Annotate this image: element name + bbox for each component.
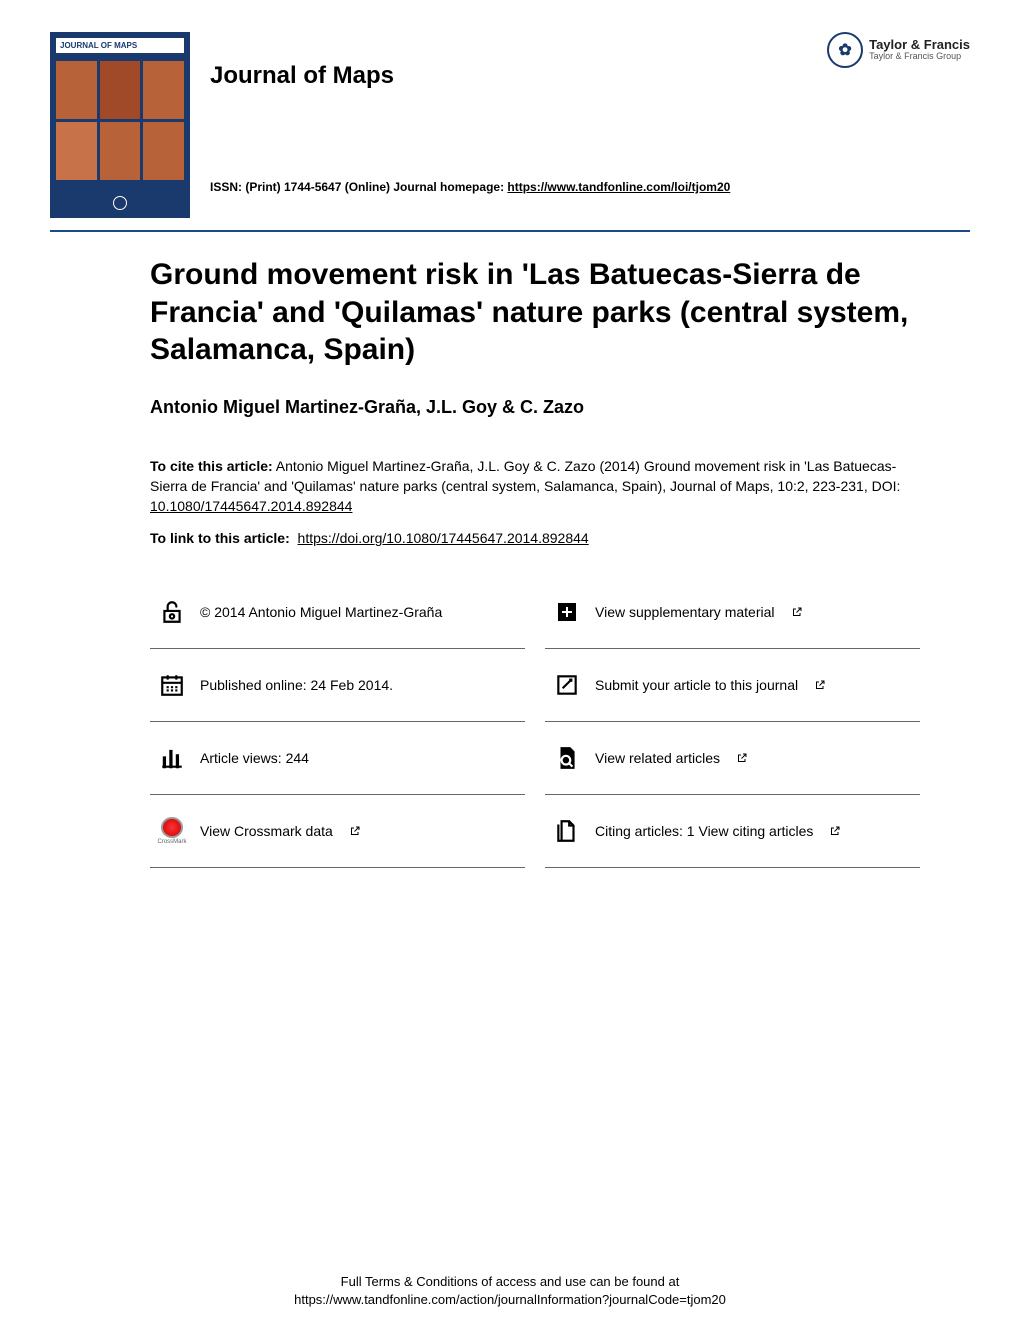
taylor-francis-icon: ✿ xyxy=(827,32,863,68)
external-link-icon xyxy=(829,825,841,837)
footer-line1: Full Terms & Conditions of access and us… xyxy=(0,1273,1020,1291)
article-authors: Antonio Miguel Martinez-Graña, J.L. Goy … xyxy=(150,397,920,418)
citing-text: Citing articles: 1 View citing articles xyxy=(595,823,813,839)
issn-line: ISSN: (Print) 1744-5647 (Online) Journal… xyxy=(210,180,970,194)
cover-tile-grid xyxy=(56,57,184,194)
external-link-icon xyxy=(349,825,361,837)
copyright-text: © 2014 Antonio Miguel Martinez-Graña xyxy=(200,604,442,620)
copyright-cell: © 2014 Antonio Miguel Martinez-Graña xyxy=(150,576,525,649)
doi-link[interactable]: 10.1080/17445647.2014.892844 xyxy=(150,498,352,514)
link-label: To link to this article: xyxy=(150,530,290,546)
supplementary-cell[interactable]: View supplementary material xyxy=(545,576,920,649)
cover-logo-text: JOURNAL OF MAPS xyxy=(56,38,184,53)
submit-icon xyxy=(553,671,581,699)
supplementary-text: View supplementary material xyxy=(595,604,775,620)
metadata-grid: © 2014 Antonio Miguel Martinez-Graña Vie… xyxy=(150,576,920,868)
crossmark-icon: CrossMark xyxy=(158,817,186,845)
citation-block: To cite this article: Antonio Miguel Mar… xyxy=(150,456,920,517)
citing-cell[interactable]: Citing articles: 1 View citing articles xyxy=(545,795,920,868)
cite-label: To cite this article: xyxy=(150,458,273,474)
submit-cell[interactable]: Submit your article to this journal xyxy=(545,649,920,722)
open-access-icon xyxy=(158,598,186,626)
citing-icon xyxy=(553,817,581,845)
article-title: Ground movement risk in 'Las Batuecas-Si… xyxy=(150,256,920,369)
publisher-name: Taylor & Francis Taylor & Francis Group xyxy=(869,38,970,62)
crossmark-text: View Crossmark data xyxy=(200,823,333,839)
views-cell: Article views: 244 xyxy=(150,722,525,795)
article-doi-link[interactable]: https://doi.org/10.1080/17445647.2014.89… xyxy=(298,530,589,546)
footer: Full Terms & Conditions of access and us… xyxy=(0,1273,1020,1309)
journal-cover-thumbnail: JOURNAL OF MAPS xyxy=(50,32,190,218)
publisher-logo: ✿ Taylor & Francis Taylor & Francis Grou… xyxy=(827,32,970,68)
published-cell: Published online: 24 Feb 2014. xyxy=(150,649,525,722)
external-link-icon xyxy=(814,679,826,691)
crossmark-cell[interactable]: CrossMark View Crossmark data xyxy=(150,795,525,868)
views-icon xyxy=(158,744,186,772)
header-divider xyxy=(50,230,970,232)
external-link-icon xyxy=(791,606,803,618)
submit-text: Submit your article to this journal xyxy=(595,677,798,693)
calendar-icon xyxy=(158,671,186,699)
link-block: To link to this article: https://doi.org… xyxy=(150,530,920,546)
related-icon xyxy=(553,744,581,772)
supplementary-icon xyxy=(553,598,581,626)
views-text: Article views: 244 xyxy=(200,750,309,766)
journal-homepage-link[interactable]: https://www.tandfonline.com/loi/tjom20 xyxy=(507,180,730,194)
related-cell[interactable]: View related articles xyxy=(545,722,920,795)
related-text: View related articles xyxy=(595,750,720,766)
footer-terms-link[interactable]: https://www.tandfonline.com/action/journ… xyxy=(294,1292,726,1307)
published-text: Published online: 24 Feb 2014. xyxy=(200,677,393,693)
issn-label: ISSN: (Print) 1744-5647 (Online) Journal… xyxy=(210,180,507,194)
external-link-icon xyxy=(736,752,748,764)
